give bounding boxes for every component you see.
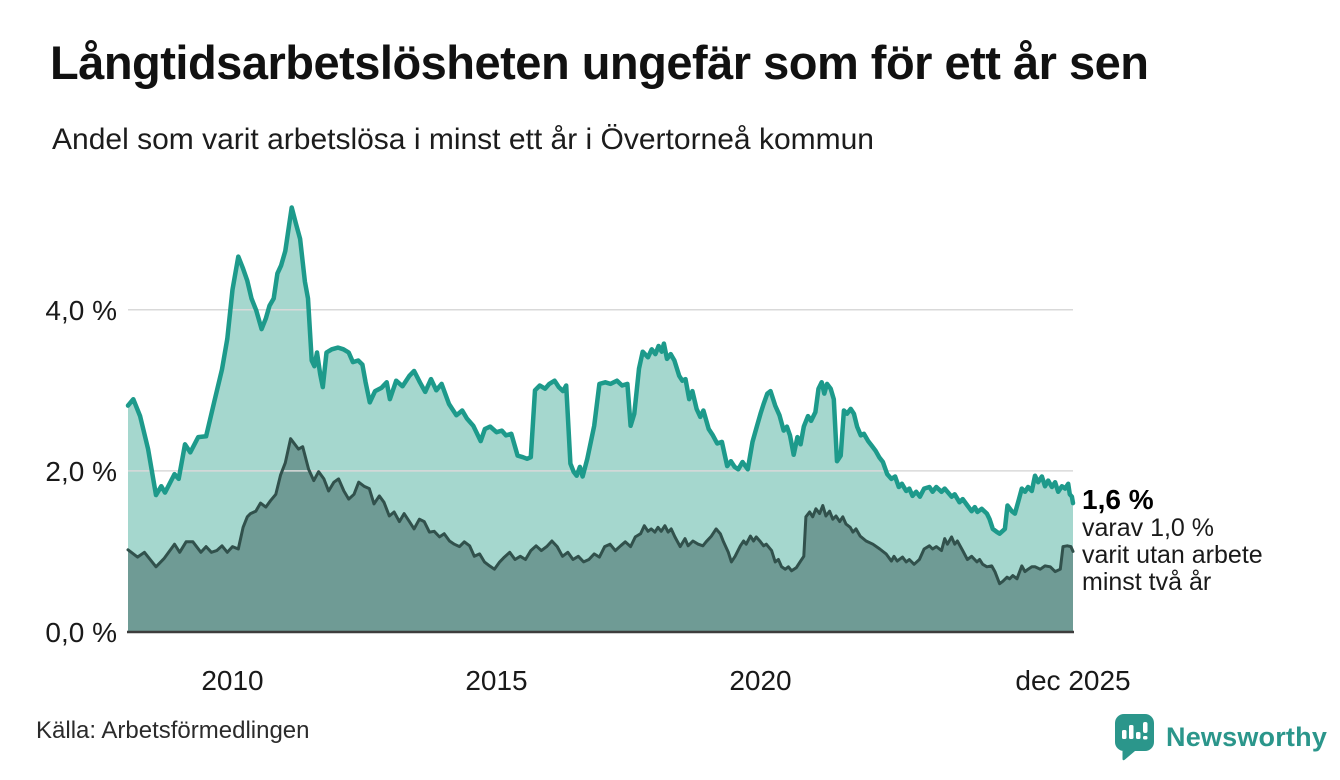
- latest-value-annotation: 1,6 % varav 1,0 % varit utan arbete mins…: [1082, 484, 1263, 596]
- newsworthy-wordmark: Newsworthy: [1166, 721, 1328, 752]
- y-tick-label: 4,0 %: [45, 295, 117, 326]
- x-tick-label: 2015: [465, 665, 527, 696]
- source-credit: Källa: Arbetsförmedlingen: [36, 717, 310, 744]
- latest-value-subline-2: varit utan arbete: [1082, 541, 1263, 569]
- x-axis-tick-labels: 2010 2015 2020 dec 2025: [201, 665, 1130, 696]
- line-minst-tva-ar: [126, 437, 1075, 586]
- gridlines: [128, 309, 1073, 472]
- x-tick-label: 2020: [729, 665, 791, 696]
- y-axis-tick-labels: 0,0 % 2,0 % 4,0 %: [45, 295, 117, 648]
- page-title: Långtidsarbetslösheten ungefär som för e…: [50, 36, 1149, 89]
- newsworthy-logo: Newsworthy: [1112, 712, 1327, 762]
- line-minst-ett-ar: [125, 205, 1076, 536]
- y-tick-label: 2,0 %: [45, 456, 117, 487]
- x-tick-label: dec 2025: [1015, 665, 1130, 696]
- latest-value-subline-1: varav 1,0 %: [1082, 514, 1215, 542]
- x-tick-label: 2010: [201, 665, 263, 696]
- y-tick-label: 0,0 %: [45, 617, 117, 648]
- latest-value-subline-3: minst två år: [1082, 568, 1212, 596]
- latest-value-total: 1,6 %: [1082, 484, 1154, 515]
- newsworthy-speech-bubble-icon: [1115, 714, 1154, 761]
- page-subtitle: Andel som varit arbetslösa i minst ett å…: [52, 123, 874, 156]
